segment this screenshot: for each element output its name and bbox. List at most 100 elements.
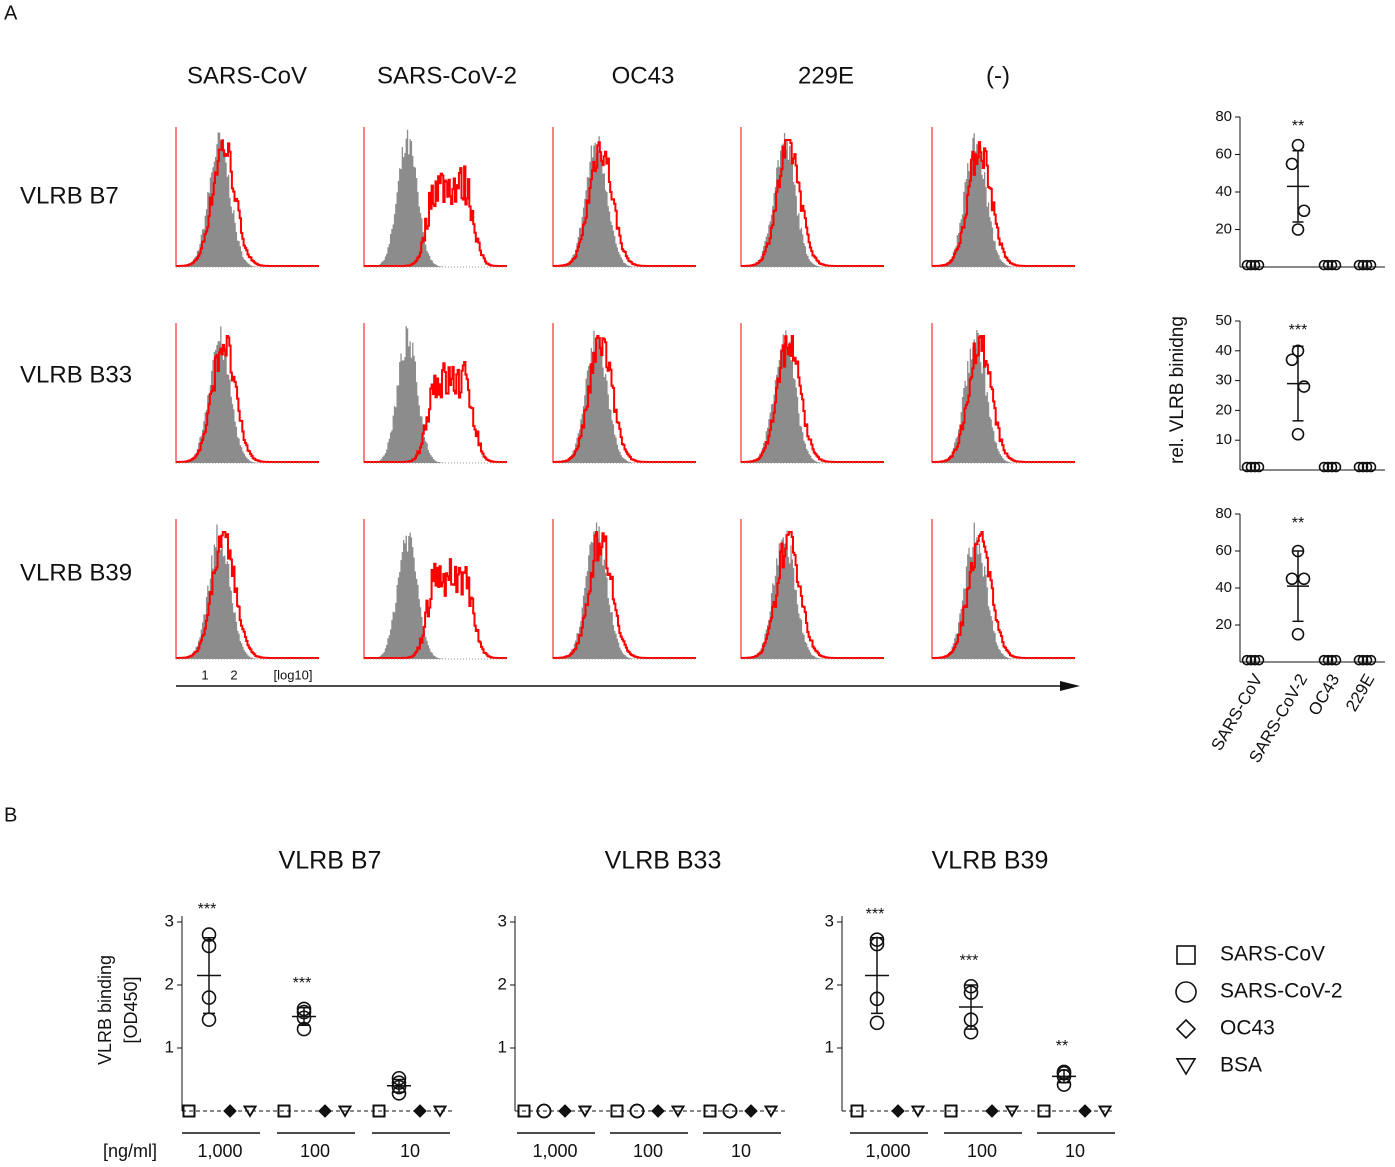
- histogram-panel: [363, 127, 507, 268]
- x-tick-label: 10: [731, 1141, 751, 1161]
- x-tick-label: 100: [633, 1141, 663, 1161]
- histogram-control: [553, 330, 696, 463]
- histogram-control: [364, 532, 507, 659]
- dot: [1297, 572, 1311, 586]
- dot: [1291, 138, 1305, 152]
- histogram-panel: [740, 519, 884, 660]
- dot: [1285, 157, 1299, 171]
- dot: [891, 1104, 905, 1118]
- dot: [1326, 259, 1338, 271]
- histogram-sample: [553, 531, 696, 659]
- histogram-sample: [932, 531, 1075, 659]
- histogram-sample: [176, 531, 319, 659]
- dot: [1353, 461, 1365, 473]
- significance: ***: [960, 952, 979, 969]
- histogram-panel: [931, 323, 1075, 464]
- dot: [1297, 380, 1311, 393]
- histogram-sample: [932, 141, 1075, 267]
- dot: [1241, 654, 1253, 666]
- dot: [517, 1104, 531, 1118]
- dot: [1330, 461, 1342, 473]
- legend-label: BSA: [1220, 1054, 1262, 1077]
- histogram-panel: [175, 127, 319, 268]
- dot: [1357, 259, 1369, 271]
- y-tick-label: 20: [1215, 616, 1232, 633]
- chart-title: VLRB B33: [605, 847, 722, 875]
- histogram-sample: [364, 165, 507, 267]
- x-tick-label: 10: [1065, 1141, 1085, 1161]
- dot: [1037, 1104, 1051, 1118]
- histogram-control: [932, 133, 1075, 267]
- dot: [703, 1104, 717, 1118]
- legend-marker: [1175, 1018, 1197, 1040]
- dot: [1253, 654, 1265, 666]
- x-tick-label: 100: [967, 1141, 997, 1161]
- histogram-sample: [741, 531, 884, 659]
- histogram-control: [932, 522, 1075, 659]
- dot: [243, 1105, 257, 1118]
- y-tick-label: 40: [1215, 183, 1232, 200]
- dot: [1318, 461, 1330, 473]
- histogram-panel: [363, 519, 507, 660]
- dot: [1005, 1105, 1019, 1118]
- y-tick-label: 2: [165, 974, 174, 993]
- y-tick-label: 30: [1215, 372, 1232, 389]
- y-tick-label: 10: [1215, 431, 1232, 448]
- dot: [1322, 259, 1334, 271]
- significance: **: [1292, 118, 1304, 135]
- flow-tick: 2: [230, 667, 237, 682]
- dot: [277, 1104, 291, 1118]
- y-tick-label: 60: [1215, 542, 1232, 559]
- dot: [1249, 259, 1261, 271]
- arrow-head: [1060, 681, 1080, 691]
- dot: [764, 1105, 778, 1118]
- dot: [1318, 259, 1330, 271]
- dot: [1365, 461, 1377, 473]
- dot: [1330, 654, 1342, 666]
- dot: [610, 1104, 624, 1118]
- column-title: OC43: [612, 62, 675, 89]
- dot: [850, 1104, 864, 1118]
- histogram-panel: [931, 127, 1075, 268]
- y-tick-label: 80: [1215, 108, 1232, 125]
- histogram-sample: [176, 335, 319, 463]
- significance: ***: [866, 906, 885, 923]
- dot: [1353, 654, 1365, 666]
- x-tick-label: 10: [400, 1141, 420, 1161]
- histogram-control: [741, 530, 884, 659]
- histogram-panel: [552, 323, 696, 464]
- histogram-sample: [364, 360, 507, 463]
- dot: [1365, 259, 1377, 271]
- dot: [1297, 204, 1311, 218]
- histogram-control: [553, 136, 696, 267]
- histogram-sample: [176, 139, 319, 267]
- y-axis-label: rel. VLRB binidng: [1167, 316, 1188, 464]
- y-tick-label: 1: [498, 1037, 507, 1056]
- dot: [1241, 461, 1253, 473]
- dot: [1245, 654, 1257, 666]
- flow-tick: 1: [201, 667, 208, 682]
- legend-marker: [1175, 1058, 1197, 1076]
- dot: [1249, 654, 1261, 666]
- x-tick-label: OC43: [1305, 671, 1344, 719]
- panel-label: B: [4, 804, 17, 826]
- dot: [1285, 353, 1299, 367]
- dot: [1285, 572, 1299, 586]
- dot: [1253, 461, 1265, 473]
- chart-title: VLRB B7: [279, 847, 382, 875]
- dot: [1291, 627, 1305, 641]
- histogram-panel: [175, 519, 319, 660]
- dot: [671, 1105, 685, 1118]
- histogram-control: [364, 129, 507, 267]
- histogram-panel: [175, 323, 319, 464]
- y-tick-label: 40: [1215, 342, 1232, 359]
- x-tick-label: 229E: [1342, 671, 1378, 715]
- histogram-control: [176, 524, 319, 659]
- row-title: VLRB B33: [20, 361, 132, 388]
- dot: [578, 1105, 592, 1118]
- dot: [1322, 461, 1334, 473]
- dot: [1361, 461, 1373, 473]
- x-tick-label: 1,000: [197, 1141, 242, 1161]
- dot: [944, 1104, 958, 1118]
- dot: [869, 1015, 885, 1031]
